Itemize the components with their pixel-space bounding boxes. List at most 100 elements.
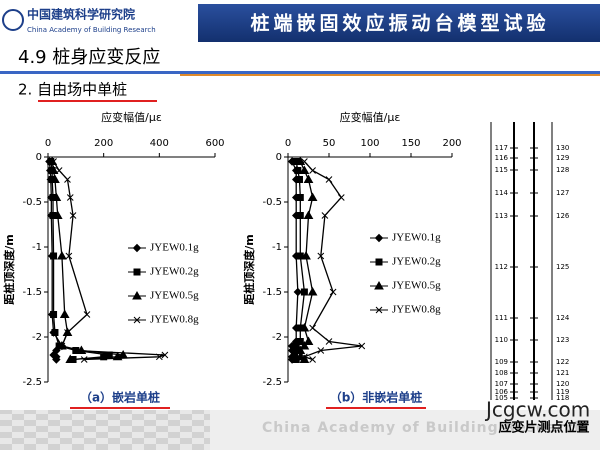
marker bbox=[303, 174, 314, 183]
marker bbox=[52, 355, 61, 364]
gauge-label: 111 bbox=[495, 314, 508, 322]
marker bbox=[325, 338, 333, 345]
footer-text: China Academy of Building Research bbox=[262, 420, 585, 436]
gauge-label: 106 bbox=[495, 388, 509, 396]
marker bbox=[300, 288, 308, 296]
y-tick-label: -1.5 bbox=[22, 287, 42, 298]
caption: （b）非嵌岩单桩 bbox=[330, 390, 423, 405]
y-tick-label: -2.5 bbox=[262, 377, 282, 388]
x-tick-label: 0 bbox=[285, 138, 291, 149]
marker bbox=[58, 342, 66, 350]
logo-en: China Academy of Building Research bbox=[27, 26, 156, 34]
banner-title: 桩端嵌固效应振动台模型试验 bbox=[250, 12, 549, 35]
y-axis-label: 距桩顶深度/m bbox=[242, 234, 256, 304]
gauge-label: 120 bbox=[556, 380, 569, 388]
marker bbox=[337, 194, 345, 201]
gauge-diagram bbox=[490, 122, 553, 400]
y-tick-label: -1 bbox=[32, 242, 42, 253]
x-tick-label: 0 bbox=[45, 138, 51, 149]
gauge-label: 113 bbox=[495, 212, 508, 220]
marker bbox=[48, 165, 59, 174]
gauge-label: 107 bbox=[495, 380, 508, 388]
marker bbox=[325, 176, 333, 183]
x-tick-label: 200 bbox=[442, 138, 461, 149]
gauge-label: 109 bbox=[495, 358, 508, 366]
marker bbox=[55, 167, 63, 174]
marker bbox=[72, 347, 80, 354]
gauge-label: 110 bbox=[495, 336, 508, 344]
subheading: 2. 自由场中单桩 bbox=[18, 81, 127, 99]
rule-accent bbox=[180, 74, 600, 76]
marker bbox=[358, 342, 366, 350]
watermark: Jcgcw.com bbox=[484, 398, 590, 422]
marker bbox=[309, 356, 316, 363]
marker bbox=[52, 210, 63, 219]
marker bbox=[50, 158, 57, 165]
marker bbox=[296, 194, 304, 201]
gauge-label: 114 bbox=[495, 189, 509, 197]
legend-label: JYEW0.8g bbox=[392, 304, 441, 316]
marker bbox=[50, 252, 58, 260]
marker bbox=[301, 158, 308, 165]
y-tick-label: -2 bbox=[272, 332, 282, 343]
banner bbox=[198, 4, 600, 42]
legend-label: JYEW0.2g bbox=[392, 256, 441, 268]
gauge-label: 122 bbox=[556, 358, 569, 366]
gauge-label: 105 bbox=[495, 394, 508, 402]
gauge-label: 123 bbox=[556, 336, 569, 344]
marker bbox=[83, 311, 91, 318]
marker bbox=[295, 351, 306, 361]
y-tick-label: 0 bbox=[276, 152, 282, 163]
marker bbox=[50, 174, 60, 183]
marker bbox=[64, 329, 71, 336]
gauge-label: 130 bbox=[556, 144, 569, 152]
gauge-label: 112 bbox=[495, 263, 508, 271]
marker bbox=[80, 356, 88, 363]
legend-label: JYEW0.1g bbox=[150, 242, 199, 254]
marker bbox=[69, 212, 77, 219]
marker bbox=[309, 167, 316, 174]
gauge-label: 108 bbox=[495, 369, 508, 377]
marker bbox=[132, 290, 142, 300]
marker bbox=[317, 252, 325, 260]
marker bbox=[50, 311, 58, 318]
marker bbox=[317, 347, 325, 354]
marker bbox=[64, 176, 71, 183]
gauge-label: 118 bbox=[556, 394, 569, 402]
logo-box bbox=[0, 0, 196, 42]
marker bbox=[132, 243, 142, 253]
marker bbox=[321, 212, 329, 219]
gauge-label: 125 bbox=[556, 263, 569, 271]
footer-pattern bbox=[0, 410, 210, 450]
marker bbox=[65, 354, 76, 363]
rule bbox=[0, 71, 600, 74]
x-axis-label: 应变幅值/με bbox=[340, 110, 401, 124]
gauge-label: 124 bbox=[556, 314, 570, 322]
x-axis-label: 应变幅值/με bbox=[101, 110, 162, 124]
footer-band bbox=[210, 410, 600, 450]
marker bbox=[76, 345, 87, 354]
marker bbox=[299, 165, 310, 174]
marker bbox=[309, 324, 316, 332]
gauge-label: 121 bbox=[556, 369, 569, 377]
x-tick-label: 200 bbox=[94, 138, 113, 149]
caption: （a）嵌岩单桩 bbox=[80, 390, 160, 405]
logo-icon bbox=[2, 9, 24, 31]
gauge-label: 116 bbox=[495, 154, 509, 162]
y-tick-label: -1.5 bbox=[262, 287, 282, 298]
marker bbox=[375, 306, 383, 314]
marker bbox=[329, 288, 337, 296]
y-tick-label: 0 bbox=[36, 152, 42, 163]
marker bbox=[307, 286, 318, 296]
marker bbox=[133, 316, 141, 324]
marker bbox=[51, 192, 62, 201]
marker bbox=[161, 351, 169, 359]
marker bbox=[295, 156, 306, 165]
x-tick-label: 150 bbox=[401, 138, 420, 149]
marker bbox=[65, 252, 73, 260]
legend-label: JYEW0.8g bbox=[150, 314, 199, 326]
marker bbox=[133, 268, 141, 276]
x-tick-label: 600 bbox=[205, 138, 224, 149]
y-tick-label: -2.5 bbox=[22, 377, 42, 388]
